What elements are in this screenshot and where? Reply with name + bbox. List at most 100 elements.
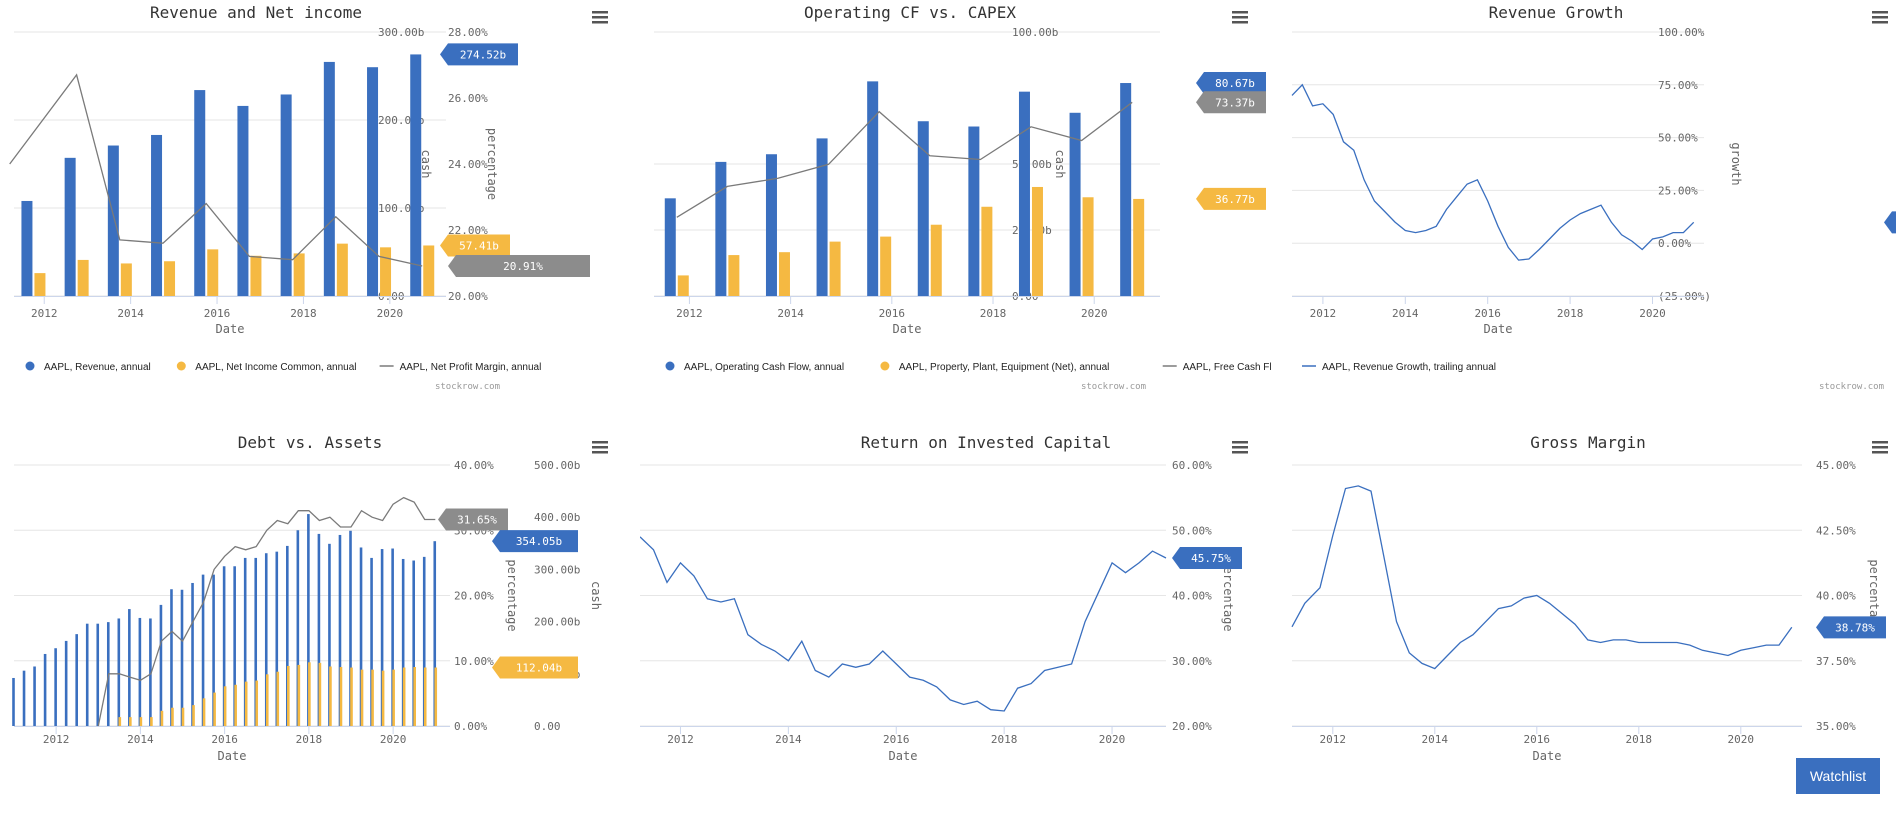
value-badge — [1816, 616, 1886, 639]
y-tick-label: 40.00% — [454, 459, 494, 472]
bar — [401, 558, 405, 726]
bar — [43, 653, 47, 726]
bar — [255, 680, 259, 726]
series-line — [1291, 83, 1695, 261]
bar — [85, 623, 89, 726]
bar — [250, 255, 262, 296]
bar — [237, 105, 249, 296]
x-tick-label: 2012 — [1310, 307, 1337, 320]
value-badge — [492, 530, 578, 553]
value-badge-label: 31.65% — [457, 513, 497, 526]
bar — [1031, 186, 1043, 296]
bar — [287, 665, 290, 726]
hamburger-menu-icon[interactable] — [1872, 11, 1888, 24]
legend-marker[interactable] — [665, 361, 675, 371]
legend-item-label[interactable]: AAPL, Net Income Common, annual — [195, 362, 356, 373]
bar — [371, 669, 374, 726]
x-tick-label: 2016 — [211, 733, 238, 746]
legend-marker[interactable] — [25, 361, 35, 371]
bar — [434, 667, 438, 726]
menu-bar — [592, 446, 608, 449]
bar — [139, 717, 143, 726]
y2-axis-title: cash — [589, 581, 603, 610]
chart-canvas: Operating CF vs. CAPEX0.0025.00b50.00b10… — [654, 3, 1272, 392]
bar — [275, 551, 279, 726]
value-badge — [1196, 72, 1266, 95]
y2-tick-label: 0.00 — [534, 720, 561, 733]
y2-tick-label: 400.00b — [534, 511, 580, 524]
value-badge — [438, 508, 508, 531]
chart-credit[interactable]: stockrow.com — [1081, 382, 1146, 392]
bar — [170, 589, 173, 726]
bar — [329, 666, 332, 726]
y2-tick-label: 24.00% — [448, 158, 488, 171]
bar — [120, 263, 132, 296]
y-tick-label: 50.00b — [1012, 158, 1052, 171]
legend-item-label[interactable]: AAPL, Revenue Growth, trailing annual — [1322, 362, 1496, 373]
x-axis-title: Date — [218, 749, 247, 763]
y2-tick-label: 300.00b — [534, 563, 580, 576]
y-axis-title: growth — [1729, 142, 1743, 185]
chart-title: Revenue Growth — [1489, 3, 1624, 22]
chart-credit[interactable]: stockrow.com — [435, 382, 500, 392]
legend-marker[interactable] — [880, 361, 890, 371]
hamburger-menu-icon[interactable] — [1232, 11, 1248, 24]
chart-revenue-net-income: Revenue and Net income 0.00 100.00b 200.00b… — [0, 0, 632, 397]
hamburger-menu-icon[interactable] — [1232, 441, 1248, 454]
bar — [201, 574, 205, 726]
x-tick-label: 2018 — [1626, 733, 1653, 746]
y2-tick-label: 20.00% — [448, 290, 488, 303]
hamburger-menu-icon[interactable] — [592, 11, 608, 24]
x-tick-label: 2016 — [1474, 307, 1501, 320]
y-tick-label: 25.00% — [1658, 184, 1698, 197]
chart-title: Debt vs. Assets — [238, 433, 383, 452]
hamburger-menu-icon[interactable] — [592, 441, 608, 454]
bar — [207, 249, 219, 296]
y2-tick-label: 28.00% — [448, 26, 488, 39]
value-badge-label: 112.04b — [516, 662, 562, 675]
bar — [317, 533, 321, 726]
bar — [159, 604, 163, 726]
x-tick-label: 2012 — [31, 307, 58, 320]
bar — [12, 677, 15, 726]
series-line — [676, 101, 1133, 218]
legend-item-label[interactable]: AAPL, Free Cash Flow, annual — [1183, 362, 1272, 373]
bar — [350, 667, 353, 726]
bar — [323, 61, 335, 296]
x-axis-title: Date — [889, 749, 918, 763]
bar — [151, 134, 163, 296]
chart-credit[interactable]: stockrow.com — [1819, 382, 1884, 392]
bar — [33, 666, 36, 726]
menu-bar — [1872, 21, 1888, 24]
legend-item-label[interactable]: AAPL, Property, Plant, Equipment (Net), … — [899, 362, 1109, 373]
hamburger-menu-icon[interactable] — [1872, 441, 1888, 454]
bar — [180, 589, 184, 726]
watchlist-button[interactable]: Watchlist — [1796, 758, 1880, 794]
chart-canvas: Return on Invested Capital 20.00% 30.00% 40… — [640, 433, 1248, 763]
bar — [181, 707, 185, 726]
legend-item-label[interactable]: AAPL, Operating Cash Flow, annual — [684, 362, 844, 373]
bar — [328, 543, 331, 726]
menu-bar — [592, 21, 608, 24]
y-tick-label: 300.00b — [378, 26, 424, 39]
y-tick-label: 45.00% — [1816, 459, 1856, 472]
bar — [677, 275, 689, 296]
y-tick-label: 40.00% — [1172, 590, 1212, 603]
bar — [367, 67, 379, 296]
y-tick-label: 50.00% — [1658, 132, 1698, 145]
legend-marker[interactable] — [176, 361, 186, 371]
value-badge — [492, 656, 578, 679]
bar — [243, 557, 247, 726]
chart-debt-assets: Debt vs. Assets 0.00% 10.00% 20.00% 30.00% 40… — [0, 430, 632, 827]
bar — [380, 549, 384, 726]
bar — [413, 667, 416, 726]
bar — [433, 541, 437, 726]
bar — [380, 247, 392, 296]
bar — [360, 669, 364, 726]
x-tick-label: 2018 — [1557, 307, 1584, 320]
chart-canvas: Debt vs. Assets0.00%10.00%20.00%30.00%40… — [12, 433, 608, 763]
y-tick-label: 0.00% — [454, 720, 487, 733]
value-badge-label: 57.41b — [459, 239, 499, 252]
legend-item-label[interactable]: AAPL, Revenue, annual — [44, 362, 151, 373]
legend-item-label[interactable]: AAPL, Net Profit Margin, annual — [400, 362, 542, 373]
